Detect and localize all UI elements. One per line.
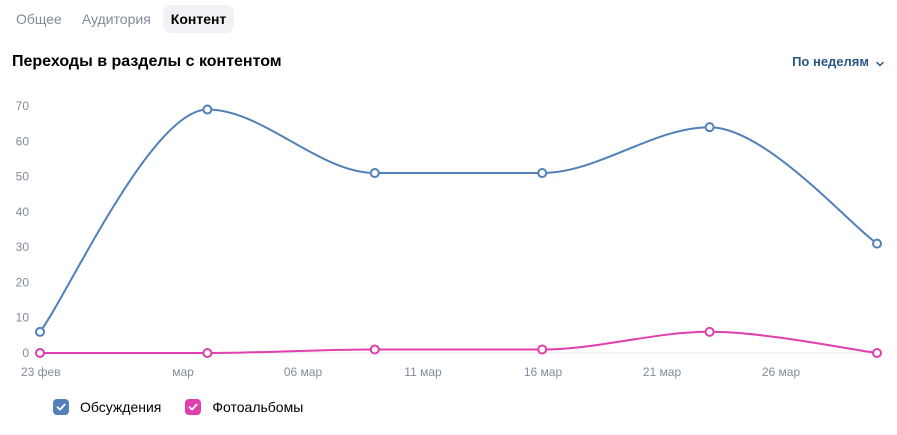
x-tick-label: мар <box>172 365 194 379</box>
tab-general[interactable]: Общее <box>16 11 62 27</box>
data-point-discussions[interactable] <box>872 238 882 249</box>
data-point-discussions[interactable] <box>704 122 715 133</box>
data-point-discussions[interactable] <box>35 326 45 337</box>
series-line-discussions <box>39 108 878 333</box>
y-tick-label: 60 <box>16 134 30 148</box>
legend-label-discussions: Обсуждения <box>80 399 162 415</box>
x-tick-label: 11 мар <box>404 365 442 379</box>
x-tick-label: 06 мар <box>284 365 323 379</box>
tab-audience[interactable]: Аудитория <box>81 11 151 27</box>
y-tick-label: 20 <box>16 275 30 289</box>
y-tick-label: 0 <box>22 346 29 360</box>
data-point-photoalbums[interactable] <box>35 348 45 358</box>
data-point-discussions[interactable] <box>537 168 548 179</box>
legend-item-photoalbums[interactable]: Фотоальбомы <box>185 399 303 415</box>
data-point-photoalbums[interactable] <box>704 326 715 337</box>
y-tick-label: 30 <box>16 240 30 254</box>
data-point-discussions[interactable] <box>202 104 213 115</box>
y-tick-label: 70 <box>16 99 30 113</box>
tab-content[interactable]: Контент <box>162 5 235 33</box>
legend: Обсуждения Фотоальбомы <box>53 399 303 415</box>
legend-item-discussions[interactable]: Обсуждения <box>53 399 161 415</box>
x-tick-label: 26 мар <box>762 365 801 379</box>
y-tick-label: 40 <box>16 205 30 219</box>
series-layer <box>35 104 882 358</box>
x-tick-label: 16 мар <box>524 365 563 379</box>
data-point-photoalbums[interactable] <box>369 344 380 355</box>
checkbox-checked-icon[interactable] <box>185 399 202 415</box>
tabs: Общее Аудитория Контент <box>8 5 235 33</box>
x-tick-label: 21 мар <box>643 365 682 379</box>
period-selector[interactable]: По неделям <box>792 54 885 69</box>
y-tick-label: 50 <box>16 170 30 184</box>
legend-label-photoalbums: Фотоальбомы <box>212 399 304 415</box>
checkbox-checked-icon[interactable] <box>53 399 69 415</box>
chevron-down-icon <box>875 57 885 67</box>
x-axis-ticks: 23 фев мар 06 мар 11 мар 16 мар 21 мар 26 мар <box>21 365 800 379</box>
section-title: Переходы в разделы с контентом <box>12 53 282 70</box>
period-selector-label: По неделям <box>792 54 869 69</box>
data-point-photoalbums[interactable] <box>537 344 548 355</box>
y-tick-label: 10 <box>16 311 30 325</box>
y-axis-ticks: 0 10 20 30 40 50 60 70 <box>16 99 30 360</box>
data-point-discussions[interactable] <box>369 168 380 179</box>
data-point-photoalbums[interactable] <box>202 348 213 358</box>
series-line-photoalbums <box>40 330 878 355</box>
x-tick-label: 23 фев <box>21 365 61 379</box>
data-point-photoalbums[interactable] <box>872 348 882 358</box>
